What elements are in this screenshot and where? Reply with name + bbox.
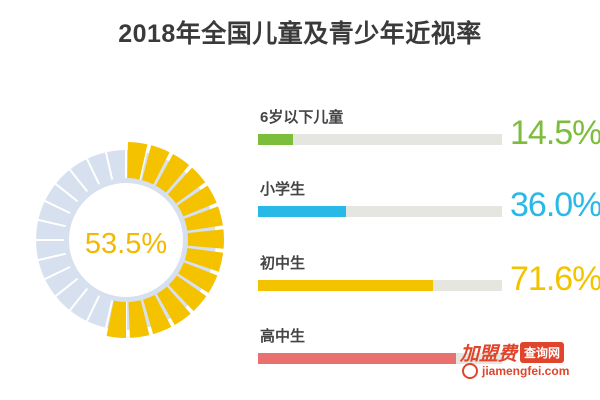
bar-track [258,280,502,291]
bar-fill [258,134,293,145]
donut-segment [184,206,223,231]
donut-segment [178,262,218,293]
donut-segment [141,145,170,185]
donut-tick [104,300,114,330]
donut-tick [85,295,101,324]
bar-category-label: 6岁以下儿童 [260,109,344,126]
donut-segment [177,185,217,217]
donut-segment [155,154,190,193]
bar-row: 初中生 71.6% [258,252,600,312]
donut-segment [184,248,224,272]
bar-category-label: 小学生 [260,181,306,198]
bar-row: 高中生 [258,325,588,385]
donut-center-label: 53.5% [85,228,167,260]
donut-tick [53,181,79,203]
donut-segment [127,142,148,180]
watermark: 加盟费 查询网 jiamengfei.com [460,339,590,391]
chart-title: 2018年全国儿童及青少年近视率 [118,20,482,48]
donut-segment [143,294,172,335]
donut-segments [106,142,224,338]
donut-tick [36,218,66,228]
bar-value-label: 36.0% [510,186,600,224]
donut-segment [128,300,150,338]
bar-value-label: 14.5% [510,114,600,152]
donut-segment [167,167,206,204]
bar-fill [258,206,346,217]
donut-segment [187,229,224,249]
donut-segment [106,300,127,338]
bar-track [258,206,502,217]
donut-tick [53,277,79,299]
bar-category-label: 初中生 [260,255,306,272]
donut-tick [42,265,71,281]
bar-value-label: 71.6% [510,260,600,298]
watermark-url: jiamengfei.com [482,364,570,378]
bar-fill [258,353,456,364]
donut-tick [104,150,114,180]
bar-row: 小学生 36.0% [258,178,600,238]
bar-category-label: 高中生 [260,328,306,345]
donut-tick [67,287,89,313]
donut-tick [67,167,89,193]
donut-tick [138,150,148,180]
donut-segment [168,275,207,311]
donut-segment [156,286,191,326]
donut-tick [42,199,71,215]
bar-row: 6岁以下儿童 14.5% [258,106,600,166]
magnifier-icon [462,363,478,379]
donut-tick [85,156,101,185]
bar-track [258,134,502,145]
donut-hole [69,183,183,297]
bar-track [258,353,502,364]
watermark-tag: 查询网 [520,342,565,363]
bar-fill [258,280,433,291]
donut-tick [36,252,66,262]
watermark-brand: 加盟费 [460,344,518,365]
